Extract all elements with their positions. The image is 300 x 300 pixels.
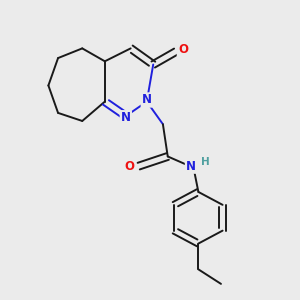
- Text: H: H: [201, 157, 210, 167]
- Text: N: N: [121, 111, 131, 124]
- Text: N: N: [142, 94, 152, 106]
- Text: N: N: [186, 160, 196, 172]
- Text: O: O: [124, 160, 134, 172]
- Text: O: O: [178, 44, 188, 56]
